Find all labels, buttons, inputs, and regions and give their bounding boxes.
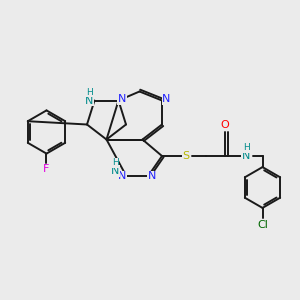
- Text: N: N: [118, 171, 127, 181]
- Text: Cl: Cl: [257, 220, 268, 230]
- Text: N: N: [242, 151, 250, 161]
- Text: N: N: [162, 94, 171, 104]
- Text: S: S: [183, 151, 190, 161]
- Text: N: N: [118, 94, 126, 104]
- Text: F: F: [43, 164, 50, 174]
- Text: H: H: [86, 88, 92, 97]
- Text: H: H: [243, 143, 249, 152]
- Text: H: H: [112, 158, 119, 167]
- Text: N: N: [148, 171, 156, 181]
- Text: N: N: [85, 95, 93, 106]
- Text: N: N: [111, 166, 120, 176]
- Text: O: O: [220, 119, 230, 130]
